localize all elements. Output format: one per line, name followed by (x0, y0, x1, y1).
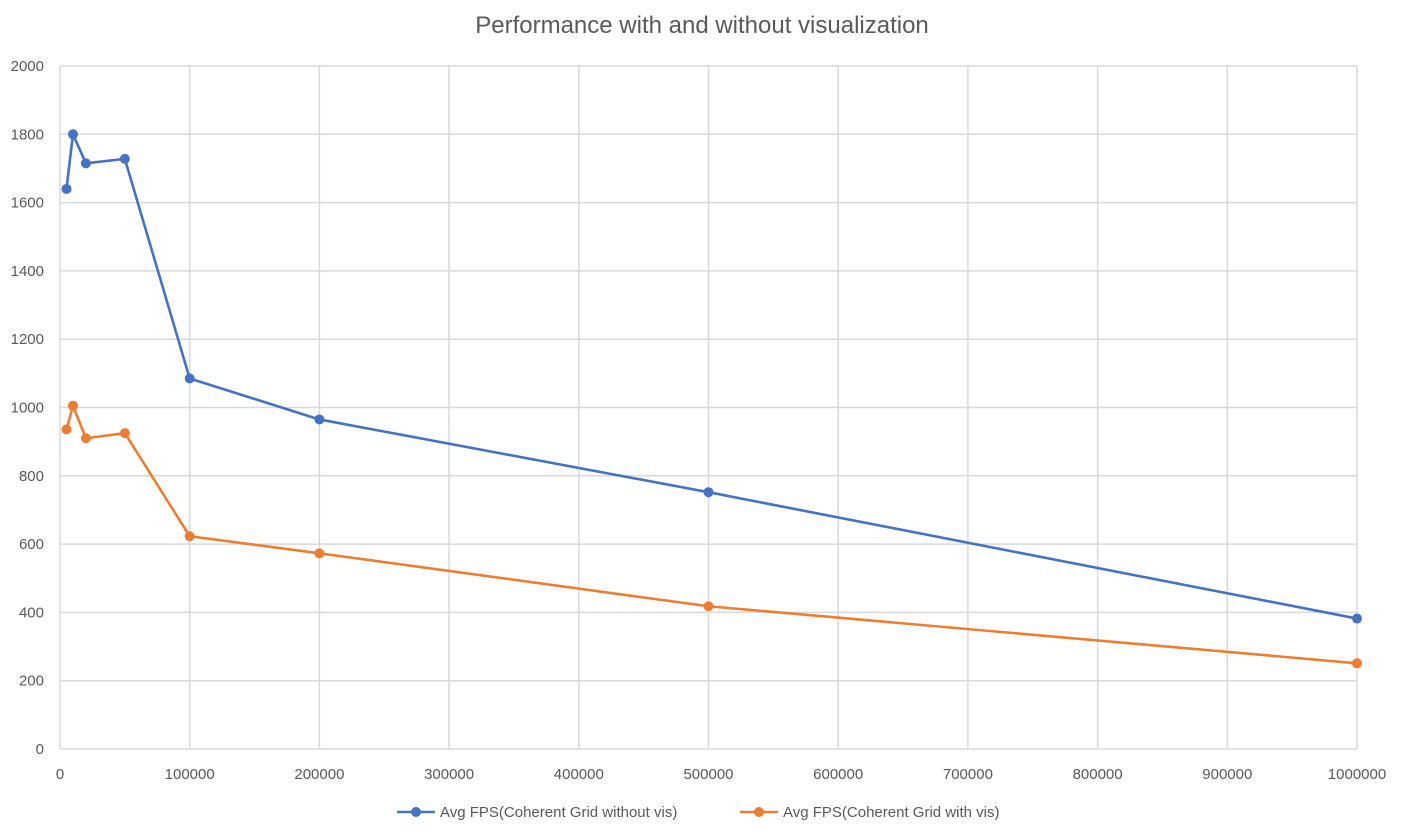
x-tick-label: 700000 (943, 766, 993, 783)
y-tick-label: 1200 (11, 331, 44, 348)
data-point (119, 153, 130, 164)
series-line (65, 404, 1358, 665)
x-tick-label: 1000000 (1328, 766, 1386, 783)
x-tick-label: 400000 (554, 766, 604, 783)
legend-item: Avg FPS(Coherent Grid with vis) (740, 804, 999, 821)
legend: Avg FPS(Coherent Grid without vis) Avg FP… (397, 804, 999, 821)
y-tick-label: 0 (36, 741, 44, 758)
data-point (1352, 613, 1362, 624)
legend-item: Avg FPS(Coherent Grid without vis) (397, 804, 677, 821)
x-tick-label: 800000 (1073, 766, 1123, 783)
x-tick-label: 300000 (424, 766, 474, 783)
data-point (67, 400, 78, 411)
data-point (80, 433, 91, 444)
series-1 (61, 129, 1362, 624)
data-point (1352, 658, 1362, 669)
series-lines (61, 129, 1362, 669)
y-tick-label: 1000 (11, 400, 44, 417)
y-tick-label: 200 (19, 673, 44, 690)
x-tick-label: 0 (56, 766, 64, 783)
x-tick-label: 500000 (683, 766, 733, 783)
legend-marker (411, 807, 421, 817)
data-point (703, 487, 714, 498)
legend-label: Avg FPS(Coherent Grid with vis) (783, 804, 999, 821)
x-tick-label: 200000 (294, 766, 344, 783)
x-tick-label: 100000 (165, 766, 215, 783)
x-tick-label: 900000 (1202, 766, 1252, 783)
y-tick-label: 1400 (11, 263, 44, 280)
data-point (314, 548, 325, 559)
data-point (67, 129, 78, 140)
y-tick-label: 600 (19, 536, 44, 553)
y-tick-label: 800 (19, 468, 44, 485)
y-tick-label: 400 (19, 604, 44, 621)
series-2 (61, 400, 1362, 669)
y-tick-label: 1800 (11, 126, 44, 143)
axis-tick-labels: 0 200 400 600 800 1000 1200 1400 1600 1800 2000 0 10… (11, 58, 1387, 783)
y-tick-label: 2000 (11, 58, 44, 75)
y-tick-label: 1600 (11, 195, 44, 212)
chart-title: Performance with and without visualizati… (475, 12, 929, 39)
series-line (65, 133, 1358, 620)
data-point (184, 373, 195, 384)
gridlines (59, 65, 1358, 750)
data-point (703, 601, 714, 612)
data-point (61, 183, 72, 194)
data-point (184, 531, 195, 542)
data-point (119, 428, 130, 439)
x-tick-label: 600000 (813, 766, 863, 783)
data-point (80, 158, 91, 169)
legend-label: Avg FPS(Coherent Grid without vis) (440, 804, 677, 821)
data-point (314, 414, 325, 425)
data-point (61, 424, 72, 435)
legend-marker (754, 807, 764, 817)
